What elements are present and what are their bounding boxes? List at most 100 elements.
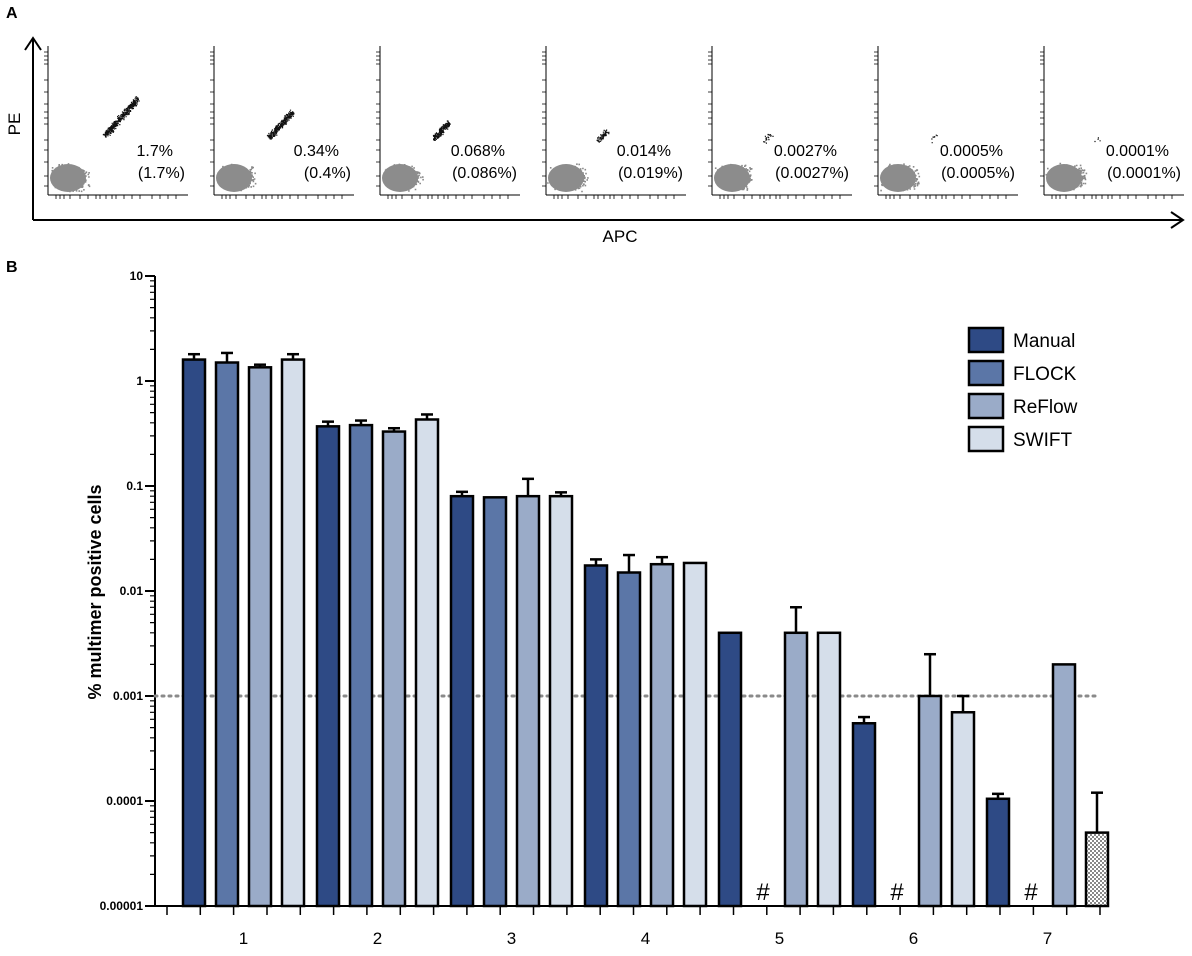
flow-plot-negative-core bbox=[216, 164, 252, 192]
flow-plot-percentage-alt: (0.019%) bbox=[618, 165, 683, 182]
bar-flock-3 bbox=[482, 496, 508, 908]
legend-swatch-manual bbox=[967, 326, 1005, 354]
x-tick-label: 7 bbox=[1043, 929, 1052, 948]
flow-plot-percentage-alt: (1.7%) bbox=[138, 165, 185, 182]
bar-reflow-3 bbox=[515, 494, 541, 908]
panel-a-axes bbox=[24, 36, 1185, 229]
y-tick-label: 1 bbox=[136, 374, 143, 388]
bar-swift-3 bbox=[548, 494, 574, 908]
flow-plot-negative-core bbox=[548, 164, 584, 192]
bar-flock-4 bbox=[616, 571, 642, 908]
flow-plot-3: 0.068% (0.086%) bbox=[376, 46, 520, 199]
flow-plot-percentage-alt: (0.0027%) bbox=[775, 165, 849, 182]
legend-label-reflow: ReFlow bbox=[1013, 397, 1078, 418]
flow-plot-negative-core bbox=[382, 164, 418, 192]
bar-reflow-4 bbox=[649, 562, 675, 908]
y-axis: 10 1 0.1 0.01 0.001 0.0001 0.00001 bbox=[100, 269, 156, 913]
y-tick-label: 0.0001 bbox=[106, 794, 143, 808]
y-tick-label: 0.001 bbox=[113, 689, 143, 703]
flow-plot-ticks bbox=[708, 51, 841, 199]
bar-manual-3 bbox=[449, 494, 475, 908]
bar-flock-2 bbox=[348, 423, 374, 908]
flow-plots: 1.7% (1.7%) 0.34% (0.4%) 0.068% (0.086%) 0.014… bbox=[44, 46, 1184, 199]
x-tick-label: 3 bbox=[507, 929, 516, 948]
x-axis-ticks bbox=[166, 906, 1101, 915]
bar-manual-7 bbox=[985, 797, 1011, 908]
legend-swatch-flock bbox=[967, 359, 1005, 387]
bar-manual-4 bbox=[583, 564, 609, 908]
bar-flock-1 bbox=[214, 361, 240, 908]
bar-reflow-2 bbox=[381, 430, 407, 908]
flow-plot-positive-population bbox=[763, 133, 774, 144]
flow-plot-positive-population bbox=[266, 109, 295, 140]
bar-swift-1 bbox=[280, 358, 306, 908]
bar-reflow-5 bbox=[783, 631, 809, 908]
not-detected-marker: # bbox=[1024, 879, 1038, 906]
flow-plot-percentage: 0.014% bbox=[617, 143, 671, 160]
legend-label-swift: SWIFT bbox=[1013, 430, 1072, 451]
apc-axis-label: APC bbox=[603, 227, 638, 246]
legend-swatch-reflow bbox=[967, 392, 1005, 420]
x-tick-label: 5 bbox=[775, 929, 784, 948]
x-tick-label: 1 bbox=[239, 929, 248, 948]
x-axis: 1 2 3 4 5 6 7 bbox=[155, 905, 1101, 948]
bar-reflow-1 bbox=[247, 366, 273, 908]
y-axis-label: % multimer positive cells bbox=[85, 484, 105, 699]
flow-plot-negative-core bbox=[714, 164, 750, 192]
bar-swift-2 bbox=[414, 418, 440, 908]
flow-plot-percentage: 0.34% bbox=[294, 143, 339, 160]
bar-manual-2 bbox=[315, 425, 341, 908]
flow-plot-negative-core bbox=[1046, 164, 1082, 192]
y-axis-minor-ticks bbox=[150, 280, 155, 875]
not-detected-marker: # bbox=[756, 879, 770, 906]
x-tick-label: 6 bbox=[909, 929, 918, 948]
flow-plot-ticks bbox=[376, 51, 509, 199]
flow-plot-percentage: 1.7% bbox=[137, 143, 173, 160]
flow-plot-1: 1.7% (1.7%) bbox=[44, 46, 188, 199]
legend-swatch-swift bbox=[967, 425, 1005, 453]
y-tick-label: 0.00001 bbox=[100, 899, 144, 913]
flow-plot-negative-core bbox=[880, 164, 916, 192]
flow-plot-6: 0.0005% (0.0005%) bbox=[874, 46, 1018, 199]
flow-plot-ticks bbox=[1040, 51, 1173, 199]
flow-plot-percentage-alt: (0.086%) bbox=[452, 165, 517, 182]
y-tick-label: 0.01 bbox=[120, 584, 144, 598]
flow-plot-5: 0.0027% (0.0027%) bbox=[708, 46, 852, 199]
pe-axis-label: PE bbox=[5, 113, 24, 136]
legend: Manual FLOCK ReFlow SWIFT bbox=[967, 326, 1078, 453]
not-detected-marker: # bbox=[890, 879, 904, 906]
flow-plot-7: 0.0001% (0.0001%) bbox=[1040, 46, 1184, 199]
x-tick-label: 2 bbox=[373, 929, 382, 948]
flow-plot-ticks bbox=[874, 51, 1007, 199]
flow-plot-percentage: 0.0001% bbox=[1106, 143, 1169, 160]
flow-plot-positive-population bbox=[102, 96, 140, 138]
flow-plot-positive-population bbox=[596, 129, 610, 143]
bar-reflow-6 bbox=[917, 694, 943, 908]
bar-swift-7 bbox=[1084, 831, 1110, 908]
bar-swift-6 bbox=[950, 711, 976, 908]
flow-plot-percentage: 0.068% bbox=[451, 143, 505, 160]
legend-label-flock: FLOCK bbox=[1013, 364, 1077, 385]
y-tick-label: 0.1 bbox=[126, 479, 143, 493]
bar-manual-1 bbox=[181, 358, 207, 908]
x-tick-label: 4 bbox=[641, 929, 650, 948]
flow-plot-positive-population bbox=[931, 134, 938, 144]
legend-label-manual: Manual bbox=[1013, 331, 1075, 352]
flow-plot-negative-core bbox=[50, 164, 86, 192]
flow-plot-positive-population bbox=[1094, 137, 1101, 143]
flow-plot-ticks bbox=[210, 51, 343, 199]
flow-plot-percentage-alt: (0.0001%) bbox=[1107, 165, 1181, 182]
bar-manual-5 bbox=[717, 631, 743, 908]
bar-swift-5 bbox=[816, 631, 842, 908]
flow-plot-positive-population bbox=[432, 120, 451, 141]
flow-plot-percentage: 0.0027% bbox=[774, 143, 837, 160]
bar-reflow-7 bbox=[1051, 663, 1077, 908]
flow-plot-percentage-alt: (0.0005%) bbox=[941, 165, 1015, 182]
panel-a-label: A bbox=[6, 5, 18, 22]
flow-plot-ticks bbox=[44, 51, 177, 199]
bar-swift-4 bbox=[682, 561, 708, 908]
flow-plot-percentage-alt: (0.4%) bbox=[304, 165, 351, 182]
flow-plot-2: 0.34% (0.4%) bbox=[210, 46, 354, 199]
flow-plot-4: 0.014% (0.019%) bbox=[542, 46, 686, 199]
